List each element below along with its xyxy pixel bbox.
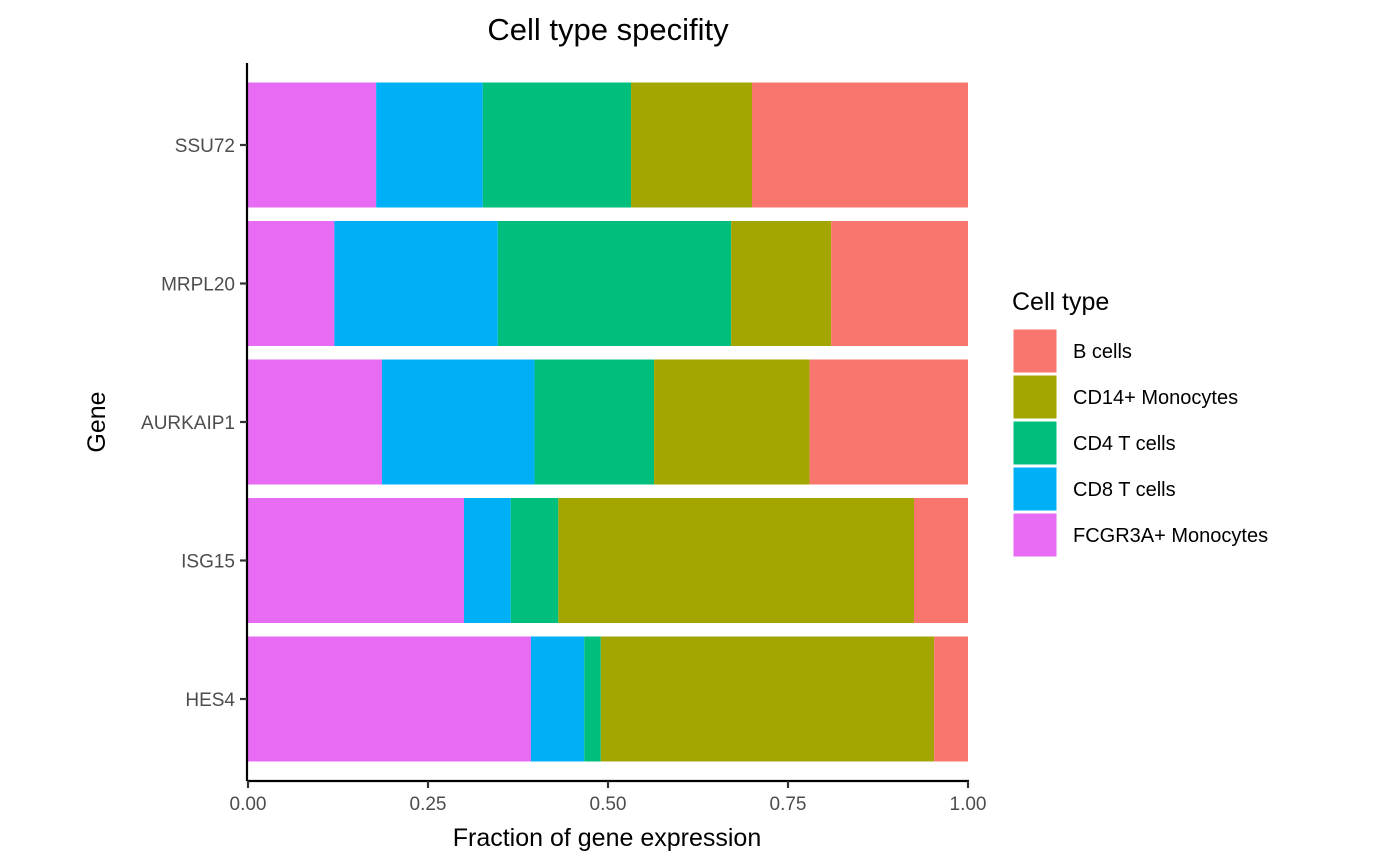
bar-segment-hes4-fcgr3a-monocytes [248, 636, 531, 762]
bar-segment-mrpl20-cd14-monocytes [731, 221, 832, 346]
bar-segment-aurkaip1-b-cells [809, 359, 968, 485]
bar-segment-mrpl20-b-cells [831, 221, 968, 346]
bar-segment-hes4-cd8-t-cells [530, 636, 585, 762]
bar-segment-mrpl20-fcgr3a-monocytes [248, 221, 335, 346]
y-tick-label: ISG15 [181, 552, 235, 573]
y-tick-label: HES4 [185, 690, 235, 711]
bar-segment-isg15-b-cells [914, 498, 968, 623]
legend-label: FCGR3A+ Monocytes [1073, 525, 1268, 547]
bar-segment-hes4-cd4-t-cells [584, 636, 601, 762]
bar-segment-ssu72-cd8-t-cells [376, 82, 483, 208]
bar-segment-isg15-cd14-monocytes [558, 498, 914, 623]
bar-segment-ssu72-b-cells [752, 82, 968, 208]
bar-segment-aurkaip1-cd4-t-cells [534, 359, 655, 485]
bar-segment-aurkaip1-cd8-t-cells [381, 359, 535, 485]
x-axis-title: Fraction of gene expression [453, 824, 762, 852]
bar-segment-isg15-cd4-t-cells [510, 498, 559, 623]
bars-group [248, 82, 968, 762]
x-tick-label: 0.00 [230, 794, 267, 815]
legend-label: CD14+ Monocytes [1073, 387, 1238, 409]
bar-segment-aurkaip1-cd14-monocytes [654, 359, 810, 485]
legend-label: CD8 T cells [1073, 479, 1176, 501]
legend-key-cd4-t-cells [1012, 420, 1058, 466]
bar-segment-hes4-cd14-monocytes [600, 636, 935, 762]
bar-segment-hes4-b-cells [934, 636, 968, 762]
legend-title: Cell type [1012, 288, 1109, 316]
x-tick-label: 1.00 [950, 794, 987, 815]
bar-segment-ssu72-cd4-t-cells [482, 82, 632, 208]
bar-segment-ssu72-cd14-monocytes [631, 82, 752, 208]
bar-segment-mrpl20-cd8-t-cells [334, 221, 498, 346]
legend-key-fcgr3a-monocytes [1012, 512, 1058, 558]
bar-segment-isg15-fcgr3a-monocytes [248, 498, 464, 623]
y-tick-label: SSU72 [175, 136, 235, 157]
y-tick-label: MRPL20 [161, 275, 235, 296]
bar-segment-ssu72-fcgr3a-monocytes [248, 82, 377, 208]
legend-key-b-cells [1012, 328, 1058, 374]
legend: Cell type B cells CD14+ Monocytes CD4 T ce… [1012, 288, 1268, 558]
x-tick-label: 0.75 [770, 794, 807, 815]
legend-key-cd14-monocytes [1012, 374, 1058, 420]
x-tick-label: 0.50 [590, 794, 627, 815]
y-axis-title: Gene [83, 391, 111, 452]
legend-key-cd8-t-cells [1012, 466, 1058, 512]
chart-title: Cell type specifity [487, 12, 729, 47]
axes-group: SSU72 MRPL20 AURKAIP1 ISG15 HES4 0.00 0.25 0.50… [141, 63, 986, 815]
y-tick-label: AURKAIP1 [141, 413, 235, 434]
legend-label: B cells [1073, 341, 1132, 363]
legend-label: CD4 T cells [1073, 433, 1176, 455]
bar-segment-aurkaip1-fcgr3a-monocytes [248, 359, 382, 485]
x-tick-label: 0.25 [410, 794, 447, 815]
bar-segment-mrpl20-cd4-t-cells [497, 221, 732, 346]
bar-segment-isg15-cd8-t-cells [464, 498, 511, 623]
